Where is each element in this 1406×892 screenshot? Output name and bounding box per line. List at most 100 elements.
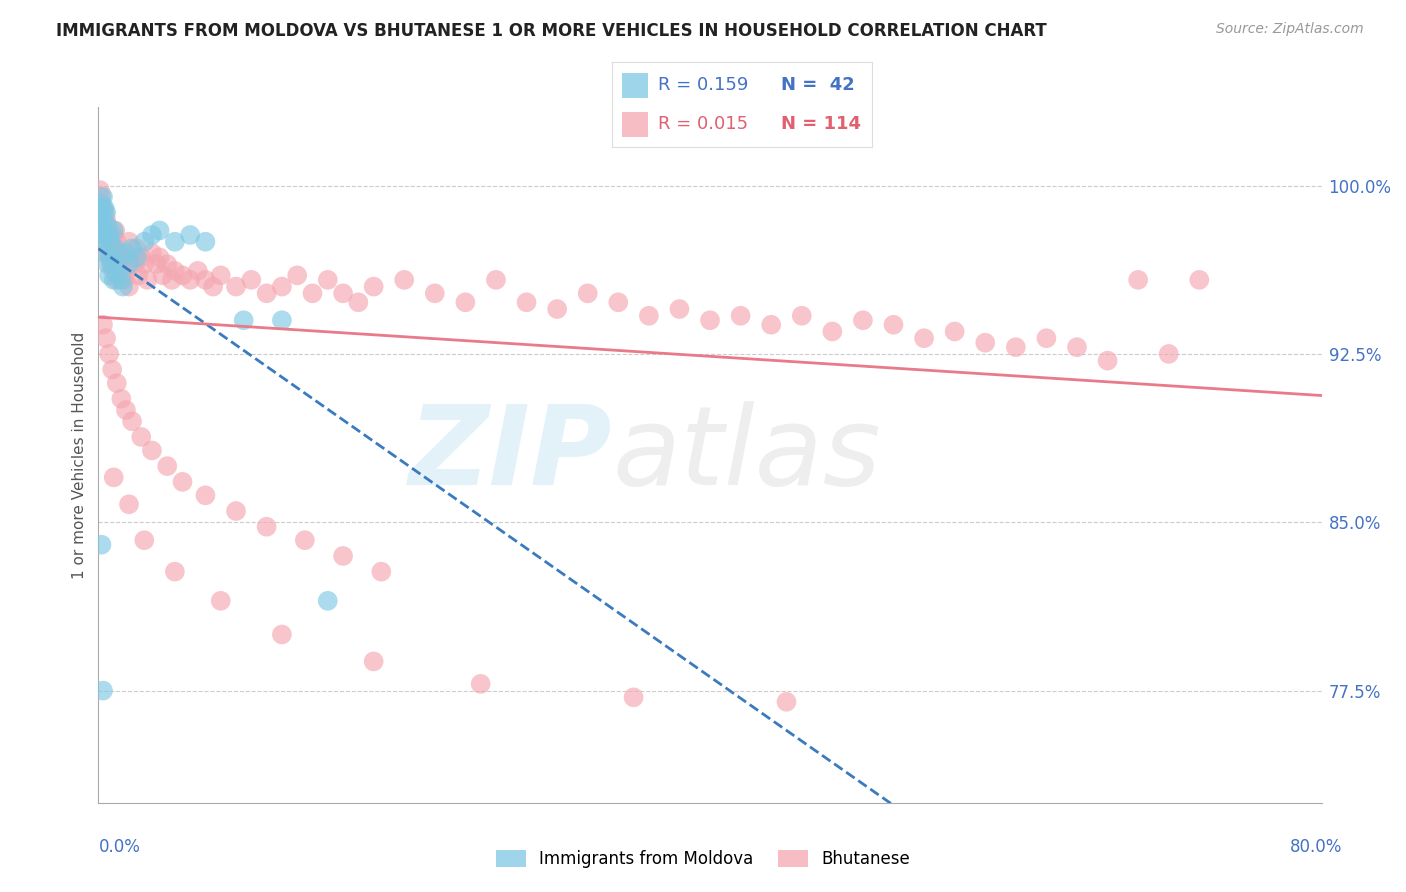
Point bbox=[240, 273, 263, 287]
Point bbox=[105, 235, 128, 249]
Point bbox=[101, 242, 124, 256]
Point bbox=[256, 520, 278, 534]
Point bbox=[516, 295, 538, 310]
Bar bbox=[621, 112, 648, 137]
Point bbox=[485, 273, 508, 287]
Point bbox=[1188, 273, 1211, 287]
Point bbox=[97, 246, 120, 260]
Point bbox=[91, 235, 114, 249]
Point bbox=[637, 309, 661, 323]
Point bbox=[141, 227, 163, 242]
Point bbox=[100, 257, 122, 271]
Point bbox=[105, 376, 128, 390]
Point bbox=[270, 313, 292, 327]
Point bbox=[270, 279, 292, 293]
Point bbox=[98, 227, 121, 242]
Point bbox=[134, 533, 156, 548]
Point bbox=[124, 257, 146, 271]
Point bbox=[121, 251, 143, 265]
Point bbox=[110, 392, 132, 406]
Point bbox=[91, 683, 114, 698]
Point bbox=[118, 235, 141, 249]
Point bbox=[202, 279, 225, 293]
Point bbox=[89, 212, 111, 227]
Point bbox=[91, 212, 114, 227]
Point bbox=[121, 242, 143, 256]
Point bbox=[103, 273, 125, 287]
Point bbox=[699, 313, 721, 327]
Point bbox=[110, 273, 132, 287]
Point bbox=[100, 235, 122, 249]
Point bbox=[209, 268, 232, 283]
Point bbox=[392, 273, 416, 287]
Point bbox=[115, 246, 138, 260]
Point bbox=[423, 286, 446, 301]
Point bbox=[93, 227, 115, 242]
Text: ZIP: ZIP bbox=[409, 401, 612, 508]
Y-axis label: 1 or more Vehicles in Household: 1 or more Vehicles in Household bbox=[72, 331, 87, 579]
Point bbox=[576, 286, 599, 301]
Point bbox=[90, 219, 112, 233]
Point bbox=[316, 273, 339, 287]
Point bbox=[912, 331, 935, 345]
Point bbox=[163, 565, 186, 579]
Point bbox=[156, 257, 179, 271]
Point bbox=[1066, 340, 1088, 354]
Point bbox=[194, 273, 217, 287]
Point bbox=[89, 183, 111, 197]
Point bbox=[270, 627, 292, 641]
Point bbox=[160, 273, 183, 287]
Text: N = 114: N = 114 bbox=[780, 115, 860, 133]
Point bbox=[607, 295, 630, 310]
Point bbox=[134, 235, 156, 249]
Point bbox=[101, 362, 124, 376]
Point bbox=[294, 533, 316, 548]
Point bbox=[172, 268, 194, 283]
Point bbox=[101, 257, 124, 271]
Point bbox=[118, 257, 141, 271]
Point bbox=[1128, 273, 1150, 287]
Point bbox=[149, 223, 172, 237]
Point bbox=[98, 251, 121, 265]
Point bbox=[363, 654, 385, 668]
Point bbox=[623, 690, 645, 705]
Point bbox=[94, 235, 117, 249]
Point bbox=[98, 227, 121, 242]
Point bbox=[94, 212, 117, 227]
Point bbox=[97, 257, 120, 271]
Text: 80.0%: 80.0% bbox=[1291, 838, 1343, 855]
Point bbox=[94, 205, 117, 219]
Point bbox=[470, 677, 492, 691]
Point bbox=[91, 219, 114, 233]
Point bbox=[118, 279, 141, 293]
Point bbox=[100, 251, 122, 265]
Point bbox=[115, 403, 138, 417]
Point bbox=[1097, 353, 1119, 368]
Point bbox=[179, 227, 201, 242]
Point bbox=[316, 594, 339, 608]
Point bbox=[301, 286, 323, 301]
Point bbox=[172, 475, 194, 489]
Point bbox=[134, 257, 156, 271]
Point bbox=[110, 251, 132, 265]
Point bbox=[121, 414, 143, 428]
Point bbox=[90, 538, 112, 552]
Point bbox=[163, 264, 186, 278]
Bar bbox=[621, 72, 648, 98]
Point bbox=[149, 251, 172, 265]
Point bbox=[156, 459, 179, 474]
Point bbox=[103, 227, 125, 242]
Point bbox=[125, 251, 148, 265]
Point bbox=[546, 301, 568, 316]
Point bbox=[115, 264, 138, 278]
Point bbox=[105, 273, 128, 287]
Point bbox=[179, 273, 201, 287]
Point bbox=[97, 219, 120, 233]
Point bbox=[100, 235, 122, 249]
Point bbox=[152, 268, 174, 283]
Point bbox=[112, 273, 135, 287]
Point bbox=[89, 196, 111, 211]
Point bbox=[1157, 347, 1180, 361]
Point bbox=[347, 295, 370, 310]
Point bbox=[821, 325, 844, 339]
